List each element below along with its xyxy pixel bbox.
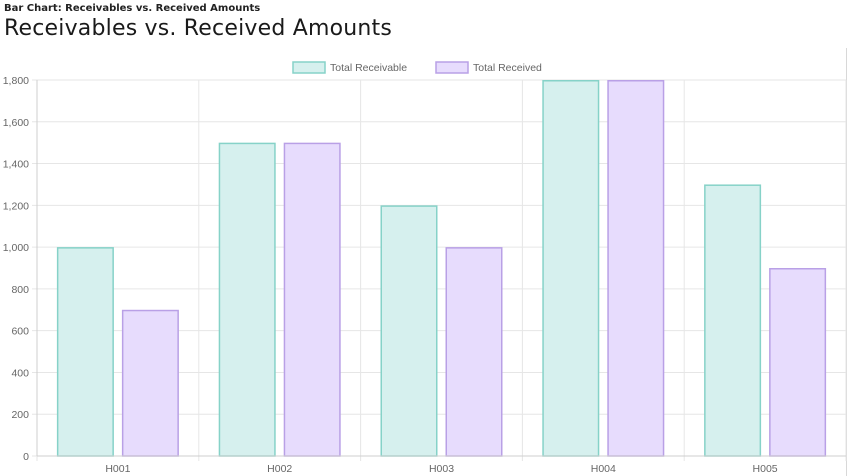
- y-tick-label: 1,200: [3, 200, 29, 212]
- axes: 0 200 400 600 800 1,000 1,200 1,400 1,600 1,800 H0…: [3, 75, 846, 475]
- legend-label: Total Received: [473, 62, 542, 74]
- bar-total-received-h005: [769, 268, 827, 457]
- bar-total-received-h002: [283, 142, 341, 457]
- y-tick-label: 1,600: [3, 117, 29, 129]
- y-tick-label: 800: [11, 284, 29, 296]
- legend: Total Receivable Total Received: [292, 61, 542, 74]
- y-tick-label: 1,400: [3, 159, 29, 171]
- y-tick-label: 400: [11, 367, 29, 379]
- bar-total-received-h004: [607, 80, 665, 457]
- page-title: Receivables vs. Received Amounts: [4, 16, 393, 41]
- legend-swatch: [292, 61, 326, 74]
- bar-total-receivable-h001: [56, 247, 114, 457]
- bar-total-receivable-h005: [704, 184, 762, 457]
- x-tick-label: H003: [429, 463, 454, 475]
- y-tick-label: 0: [23, 451, 29, 463]
- y-tick-label: 600: [11, 326, 29, 338]
- bar-total-received-h003: [445, 247, 503, 457]
- legend-label: Total Receivable: [330, 62, 407, 74]
- legend-swatch: [435, 61, 469, 74]
- x-tick-label: H004: [591, 463, 616, 475]
- chart-caption: Bar Chart: Receivables vs. Received Amou…: [4, 3, 261, 14]
- y-tick-label: 200: [11, 409, 29, 421]
- y-tick-label: 1,000: [3, 242, 29, 254]
- bar-total-receivable-h003: [380, 205, 438, 457]
- x-tick-label: H005: [753, 463, 778, 475]
- x-tick-label: H002: [267, 463, 292, 475]
- bars: [56, 80, 827, 457]
- x-tick-label: H001: [105, 463, 130, 475]
- bar-total-receivable-h004: [542, 80, 600, 457]
- bar-total-received-h001: [121, 309, 179, 457]
- bar-total-receivable-h002: [218, 142, 276, 457]
- y-tick-label: 1,800: [3, 75, 29, 87]
